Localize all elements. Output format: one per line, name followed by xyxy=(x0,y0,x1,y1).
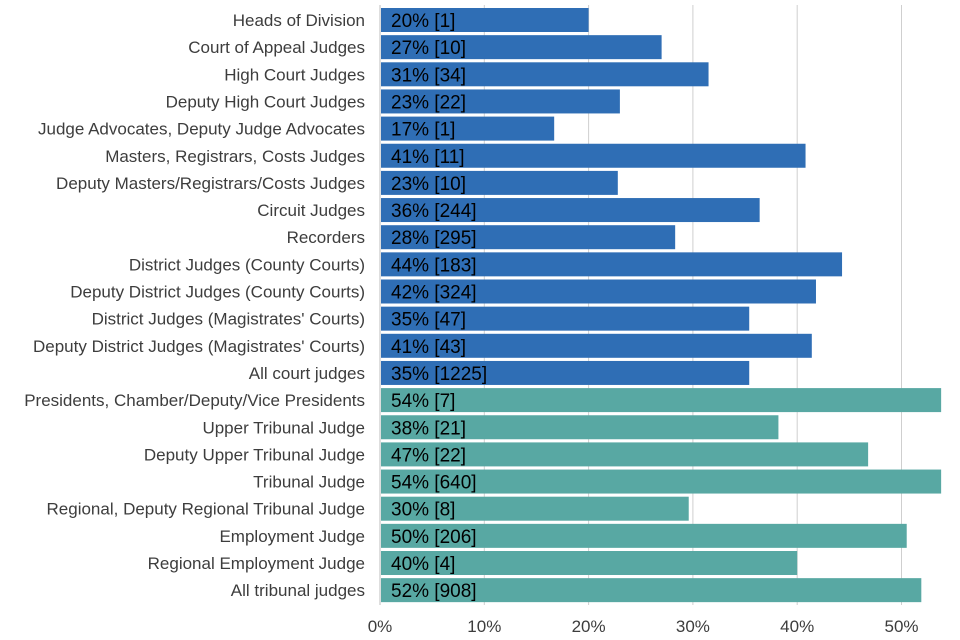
bar xyxy=(381,442,869,467)
bar-value-label: 54% [7] xyxy=(391,391,455,412)
bar xyxy=(381,469,942,494)
bar-value-label: 38% [21] xyxy=(391,418,466,439)
category-label: Deputy High Court Judges xyxy=(166,92,365,111)
category-label: Deputy District Judges (County Courts) xyxy=(70,283,365,302)
bar xyxy=(381,116,555,141)
x-tick-label: 50% xyxy=(884,617,918,636)
bar xyxy=(381,143,806,168)
x-tick-label: 30% xyxy=(676,617,710,636)
bar xyxy=(381,89,620,114)
bar-value-label: 23% [22] xyxy=(391,92,466,113)
category-label: District Judges (Magistrates' Courts) xyxy=(92,310,365,329)
bar-value-label: 23% [10] xyxy=(391,174,466,195)
category-label: Deputy Upper Tribunal Judge xyxy=(144,445,365,464)
bar xyxy=(381,35,662,60)
bar xyxy=(381,252,843,277)
bar xyxy=(381,333,812,358)
category-label: Deputy Masters/Registrars/Costs Judges xyxy=(56,174,365,193)
category-label: Heads of Division xyxy=(233,11,365,30)
bar xyxy=(381,551,798,575)
bar-value-label: 42% [324] xyxy=(391,283,477,304)
x-axis-ticks: 0% 10% 20% 30% 40% 50% xyxy=(368,617,919,636)
bar xyxy=(381,198,760,223)
bar xyxy=(381,170,618,195)
bar-value-label: 40% [4] xyxy=(391,554,455,575)
bar-value-label: 54% [640] xyxy=(391,473,477,494)
bar xyxy=(381,523,907,548)
category-label: Regional, Deputy Regional Tribunal Judge xyxy=(47,500,365,519)
x-tick-label: 20% xyxy=(572,617,606,636)
bar-value-label: 36% [244] xyxy=(391,201,477,222)
bar-value-label: 47% [22] xyxy=(391,445,466,466)
category-label: Court of Appeal Judges xyxy=(188,38,365,57)
category-label: Presidents, Chamber/Deputy/Vice Presiden… xyxy=(24,391,365,410)
category-label: Circuit Judges xyxy=(257,201,365,220)
category-label: All tribunal judges xyxy=(231,581,365,600)
bar-value-label: 17% [1] xyxy=(391,120,455,141)
category-label: Employment Judge xyxy=(219,527,365,546)
category-labels: Heads of Division Court of Appeal Judges H… xyxy=(24,11,365,600)
category-label: Masters, Registrars, Costs Judges xyxy=(105,147,365,166)
x-tick-label: 0% xyxy=(368,617,393,636)
category-label: Tribunal Judge xyxy=(253,473,365,492)
bar-value-label: 31% [34] xyxy=(391,65,466,86)
bar-value-label: 35% [1225] xyxy=(391,364,487,385)
category-label: Recorders xyxy=(287,228,365,247)
bar xyxy=(381,360,750,385)
category-label: Judge Advocates, Deputy Judge Advocates xyxy=(38,120,365,139)
bar-value-label: 41% [11] xyxy=(391,147,465,168)
bar-value-label: 35% [47] xyxy=(391,310,466,331)
bar xyxy=(381,415,779,440)
bar-value-label: 28% [295] xyxy=(391,228,477,249)
bar-value-label: 30% [8] xyxy=(391,500,455,521)
bar xyxy=(381,388,942,413)
data-labels: 20% [1] 27% [10] 31% [34] 23% [22] 17% [1] 41… xyxy=(391,11,487,602)
bar xyxy=(381,578,922,603)
bar-value-label: 50% [206] xyxy=(391,527,477,548)
category-label: Upper Tribunal Judge xyxy=(202,418,365,437)
bar xyxy=(381,8,589,32)
category-label: District Judges (County Courts) xyxy=(129,255,365,274)
bars xyxy=(381,8,942,603)
bar-value-label: 20% [1] xyxy=(391,11,455,32)
bar xyxy=(381,496,689,521)
category-label: Regional Employment Judge xyxy=(148,554,365,573)
category-label: All court judges xyxy=(249,364,365,383)
bar-value-label: 27% [10] xyxy=(391,38,466,59)
bar xyxy=(381,62,709,87)
bar-value-label: 52% [908] xyxy=(391,581,477,602)
bar-value-label: 44% [183] xyxy=(391,255,477,276)
x-tick-label: 40% xyxy=(780,617,814,636)
bar xyxy=(381,225,676,250)
bar xyxy=(381,306,750,331)
category-label: High Court Judges xyxy=(224,65,365,84)
bar xyxy=(381,279,816,304)
x-tick-label: 10% xyxy=(467,617,501,636)
bar-value-label: 41% [43] xyxy=(391,337,466,358)
category-label: Deputy District Judges (Magistrates' Cou… xyxy=(33,337,365,356)
